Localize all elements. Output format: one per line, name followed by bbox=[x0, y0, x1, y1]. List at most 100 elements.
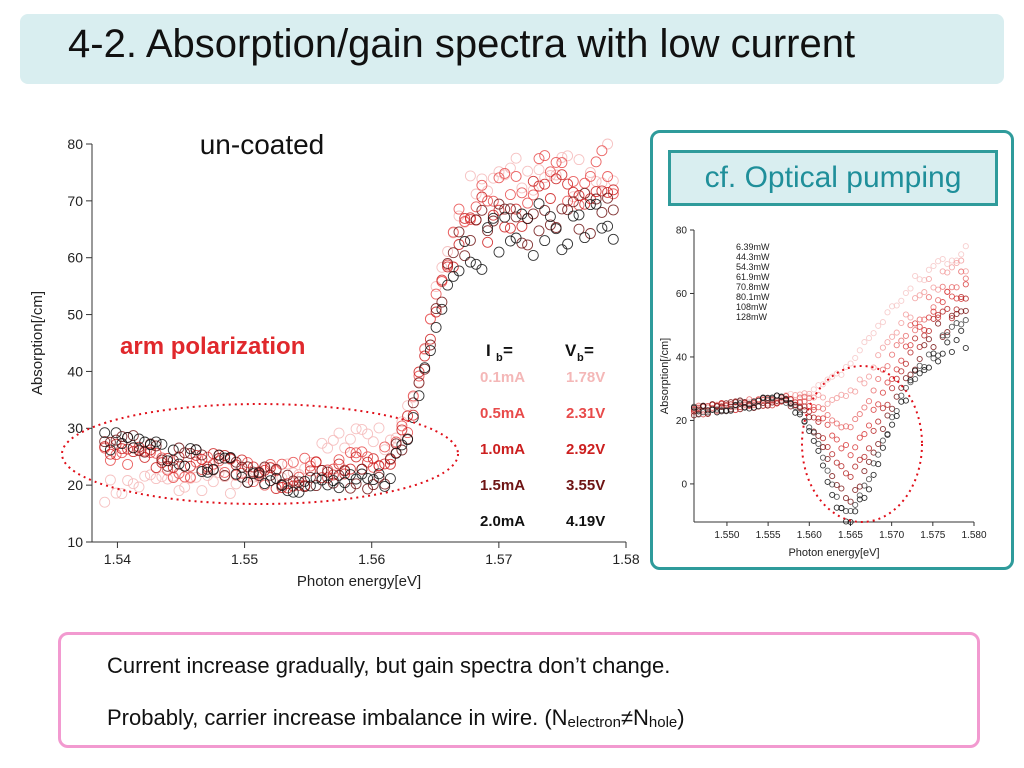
left-series-0 bbox=[99, 138, 619, 508]
left-data-point bbox=[293, 471, 305, 483]
left-data-point bbox=[493, 172, 505, 184]
left-data-point bbox=[327, 434, 339, 446]
left-y-tick-label: 80 bbox=[67, 136, 83, 152]
left-data-point bbox=[133, 433, 145, 445]
left-data-point bbox=[293, 479, 305, 491]
left-data-point bbox=[544, 166, 556, 178]
left-data-point bbox=[579, 177, 591, 189]
not-equal-sign: ≠ bbox=[620, 705, 633, 730]
left-data-point bbox=[562, 195, 574, 207]
left-data-point bbox=[116, 443, 128, 455]
left-data-point bbox=[144, 439, 156, 451]
left-data-point bbox=[322, 466, 334, 478]
left-data-point bbox=[539, 204, 551, 216]
left-data-point bbox=[259, 461, 271, 473]
left-data-point bbox=[476, 191, 488, 203]
left-data-point bbox=[127, 430, 139, 442]
left-data-point bbox=[436, 303, 448, 315]
left-data-point bbox=[390, 447, 402, 459]
left-data-point bbox=[527, 189, 539, 201]
left-data-point bbox=[573, 223, 585, 235]
left-data-point bbox=[482, 225, 494, 237]
left-data-point bbox=[510, 232, 522, 244]
left-data-point bbox=[150, 440, 162, 452]
left-data-point bbox=[304, 480, 316, 492]
left-data-point bbox=[499, 211, 511, 223]
legend-current-2: 1.0mA bbox=[480, 441, 525, 458]
left-data-point bbox=[413, 370, 425, 382]
left-data-point bbox=[264, 469, 276, 481]
left-data-point bbox=[596, 177, 608, 189]
left-data-point bbox=[224, 451, 236, 463]
left-data-point bbox=[373, 422, 385, 434]
left-data-point bbox=[104, 454, 116, 466]
left-data-point bbox=[116, 488, 128, 500]
left-data-point bbox=[424, 339, 436, 351]
left-data-point bbox=[550, 223, 562, 235]
left-data-point bbox=[573, 209, 585, 221]
left-data-point bbox=[122, 443, 134, 455]
left-data-point bbox=[550, 156, 562, 168]
left-data-point bbox=[362, 456, 374, 468]
left-data-point bbox=[350, 451, 362, 463]
left-data-point bbox=[350, 423, 362, 435]
legend-voltage-1: 2.31V bbox=[566, 405, 605, 422]
legend-voltage-sub: b bbox=[577, 352, 584, 364]
left-data-point bbox=[419, 362, 431, 374]
left-data-point bbox=[442, 246, 454, 257]
left-data-point bbox=[470, 214, 482, 226]
legend-voltage-eq: = bbox=[584, 341, 594, 360]
left-data-point bbox=[104, 474, 116, 486]
left-data-point bbox=[516, 187, 528, 199]
left-data-point bbox=[402, 400, 414, 412]
left-data-point bbox=[533, 198, 545, 210]
left-data-point bbox=[390, 432, 402, 444]
left-chart-title: un-coated bbox=[200, 129, 325, 160]
left-data-point bbox=[527, 249, 539, 261]
left-x-tick-label: 1.57 bbox=[485, 551, 512, 567]
left-data-point bbox=[453, 265, 465, 277]
left-data-point bbox=[270, 464, 282, 475]
left-data-point bbox=[379, 478, 391, 490]
left-data-point bbox=[579, 198, 591, 210]
left-data-point bbox=[396, 420, 408, 432]
left-x-tick-label: 1.55 bbox=[231, 551, 258, 567]
left-data-point bbox=[242, 461, 254, 473]
left-data-point bbox=[304, 460, 316, 472]
legend-current-sub: b bbox=[496, 352, 503, 364]
left-data-point bbox=[173, 458, 185, 470]
left-data-point bbox=[470, 258, 482, 270]
left-y-axis-label: Absorption[/cm] bbox=[29, 291, 46, 395]
conclusion-line-1: Current increase gradually, but gain spe… bbox=[107, 653, 671, 678]
left-data-point bbox=[333, 458, 345, 470]
legend-current-1: 0.5mA bbox=[480, 405, 525, 422]
left-data-point bbox=[464, 234, 476, 246]
left-data-point bbox=[602, 186, 614, 198]
left-data-point bbox=[139, 451, 151, 463]
left-data-point bbox=[596, 206, 608, 218]
left-data-point bbox=[522, 197, 534, 209]
left-data-point bbox=[299, 463, 311, 474]
left-data-point bbox=[367, 479, 379, 491]
left-data-point bbox=[287, 475, 299, 487]
left-data-point bbox=[413, 376, 425, 388]
left-data-point bbox=[127, 446, 139, 458]
left-data-point bbox=[356, 463, 368, 475]
left-data-point bbox=[413, 377, 425, 389]
left-data-point bbox=[116, 447, 128, 459]
left-data-point bbox=[607, 175, 619, 187]
left-data-point bbox=[344, 447, 356, 458]
left-data-point bbox=[562, 204, 574, 216]
left-data-point bbox=[447, 226, 459, 238]
left-data-point bbox=[299, 452, 311, 464]
left-data-point bbox=[567, 186, 579, 198]
left-data-point bbox=[390, 438, 402, 450]
left-data-point bbox=[179, 460, 191, 472]
left-data-point bbox=[116, 438, 128, 449]
left-data-point bbox=[436, 261, 448, 273]
left-data-point bbox=[202, 451, 214, 463]
left-data-point bbox=[464, 256, 476, 268]
legend-voltage-header: V bbox=[565, 341, 577, 360]
left-data-point bbox=[282, 482, 294, 494]
slide-title: 4-2. Absorption/gain spectra with low cu… bbox=[68, 22, 856, 66]
